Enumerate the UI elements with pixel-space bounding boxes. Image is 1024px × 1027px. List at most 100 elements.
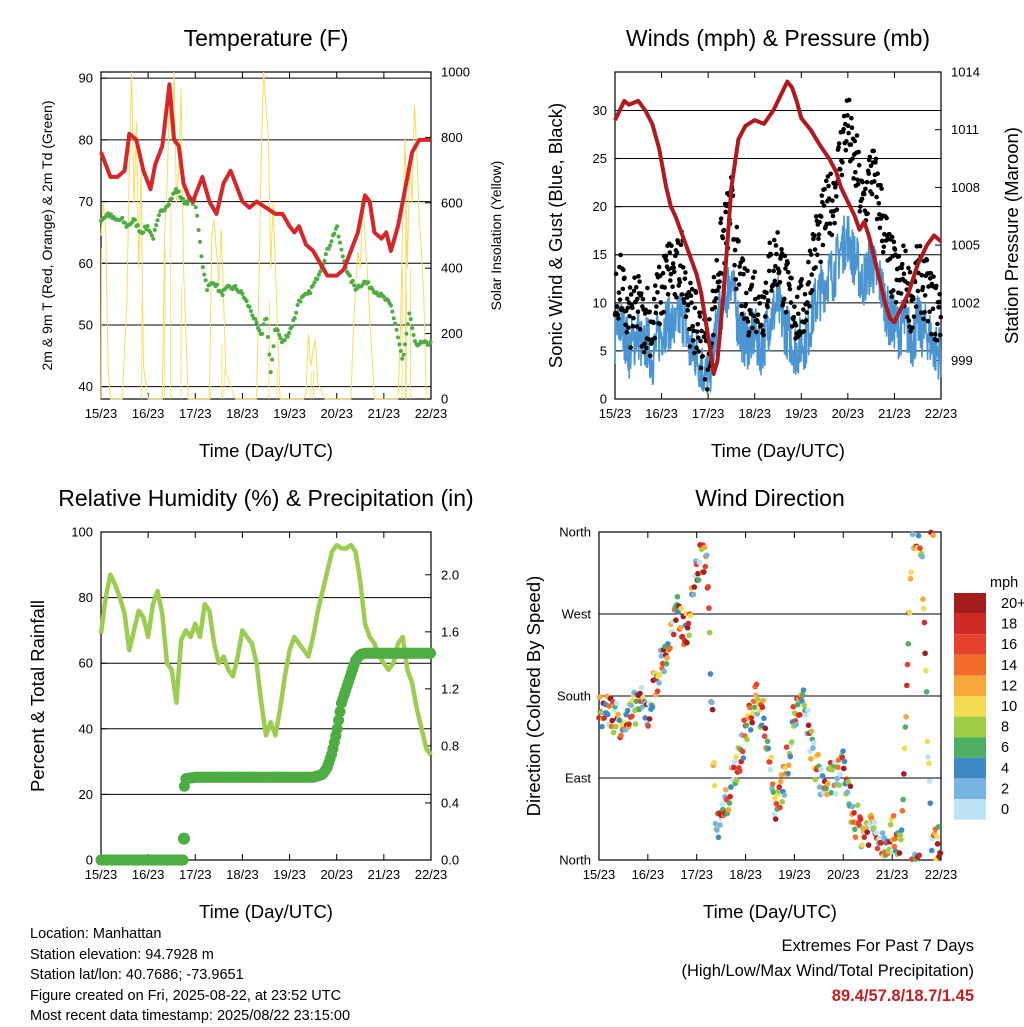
gust-point	[870, 192, 875, 197]
y2-tick-label: 400	[441, 261, 463, 276]
gust-point	[878, 225, 883, 230]
gust-point	[661, 271, 666, 276]
gust-point	[929, 332, 934, 337]
gust-point	[615, 312, 620, 317]
gust-point	[659, 300, 664, 305]
y-tick-label: North	[559, 853, 591, 868]
gust-point	[688, 281, 693, 286]
y-tick-label: 20	[593, 199, 607, 214]
direction-point	[711, 760, 717, 766]
direction-point	[686, 633, 692, 639]
gust-point	[908, 270, 913, 275]
gust-point	[850, 125, 855, 130]
direction-point	[903, 714, 909, 720]
direction-point	[801, 702, 807, 708]
dewpoint-point	[393, 322, 397, 326]
gust-point	[804, 310, 809, 315]
x-tick-label: 22/23	[415, 867, 448, 882]
colorbar-label: 16	[1001, 637, 1017, 653]
direction-point	[639, 685, 645, 691]
direction-point	[760, 704, 766, 710]
dewpoint-point	[293, 316, 297, 320]
dewpoint-point	[157, 213, 161, 217]
gust-point	[769, 252, 774, 257]
direction-point	[625, 708, 631, 714]
direction-point	[859, 842, 865, 848]
direction-point	[702, 545, 708, 551]
gust-point	[743, 302, 748, 307]
gust-point	[695, 329, 700, 334]
gust-point	[837, 141, 842, 146]
direction-point	[691, 584, 697, 590]
gust-point	[688, 344, 693, 349]
gust-point	[707, 317, 712, 322]
direction-point	[740, 749, 746, 755]
y-tick-label: 5	[600, 343, 607, 358]
direction-point	[908, 576, 914, 582]
direction-point	[609, 718, 615, 724]
direction-point	[908, 570, 914, 576]
dewpoint-point	[201, 265, 205, 269]
direction-point	[752, 705, 758, 711]
gust-point	[855, 133, 860, 138]
direction-point	[823, 786, 829, 792]
gust-point	[818, 260, 823, 265]
gust-point	[621, 268, 626, 273]
direction-point	[866, 842, 872, 848]
direction-point	[731, 765, 737, 771]
gust-point	[632, 275, 637, 280]
y2-axis-title: Station Pressure (Maroon)	[1001, 127, 1022, 344]
y2-tick-label: 1.6	[441, 624, 459, 639]
gust-point	[634, 285, 639, 290]
gust-point	[871, 149, 876, 154]
gust-point	[624, 330, 629, 335]
colorbar-swatch	[954, 675, 986, 696]
direction-point	[664, 655, 670, 661]
gust-point	[872, 179, 877, 184]
gust-point	[718, 221, 723, 226]
gust-point	[849, 142, 854, 147]
direction-point	[765, 746, 771, 752]
gust-point	[834, 194, 839, 199]
x-tick-label: 21/23	[878, 406, 911, 421]
direction-point	[902, 746, 908, 752]
gust-point	[754, 330, 759, 335]
y2-tick-label: 800	[441, 130, 463, 145]
dewpoint-point	[335, 224, 339, 228]
direction-point	[900, 797, 906, 803]
direction-point	[678, 606, 684, 612]
gust-point	[635, 297, 640, 302]
gust-point	[841, 127, 846, 132]
colorbar-swatch	[954, 799, 986, 820]
dewpoint-point	[276, 328, 280, 332]
gust-point	[809, 252, 814, 257]
location-text: Location: Manhattan	[30, 924, 350, 945]
dewpoint-point	[141, 230, 145, 234]
dewpoint-point	[286, 335, 290, 339]
dewpoint-point	[267, 352, 271, 356]
dewpoint-point	[429, 340, 433, 344]
gust-point	[817, 220, 822, 225]
gust-point	[934, 284, 939, 289]
gust-point	[894, 300, 899, 305]
direction-point	[702, 564, 708, 570]
y-axis-title: Percent & Total Rainfall	[27, 600, 48, 792]
dewpoint-point	[338, 241, 342, 245]
direction-point	[787, 754, 793, 760]
gust-point	[777, 270, 782, 275]
gust-point	[844, 139, 849, 144]
gust-point	[893, 247, 898, 252]
direction-point	[626, 721, 632, 727]
dewpoint-point	[177, 189, 181, 193]
dewpoint-point	[248, 305, 252, 309]
direction-point	[938, 850, 944, 856]
dewpoint-point	[202, 273, 206, 277]
direction-point	[903, 724, 909, 730]
direction-point	[708, 671, 714, 677]
gust-point	[628, 345, 633, 350]
direction-point	[810, 745, 816, 751]
gust-point	[630, 305, 635, 310]
x-tick-label: 16/23	[132, 406, 165, 421]
gust-point	[626, 306, 631, 311]
direction-point	[773, 816, 779, 822]
